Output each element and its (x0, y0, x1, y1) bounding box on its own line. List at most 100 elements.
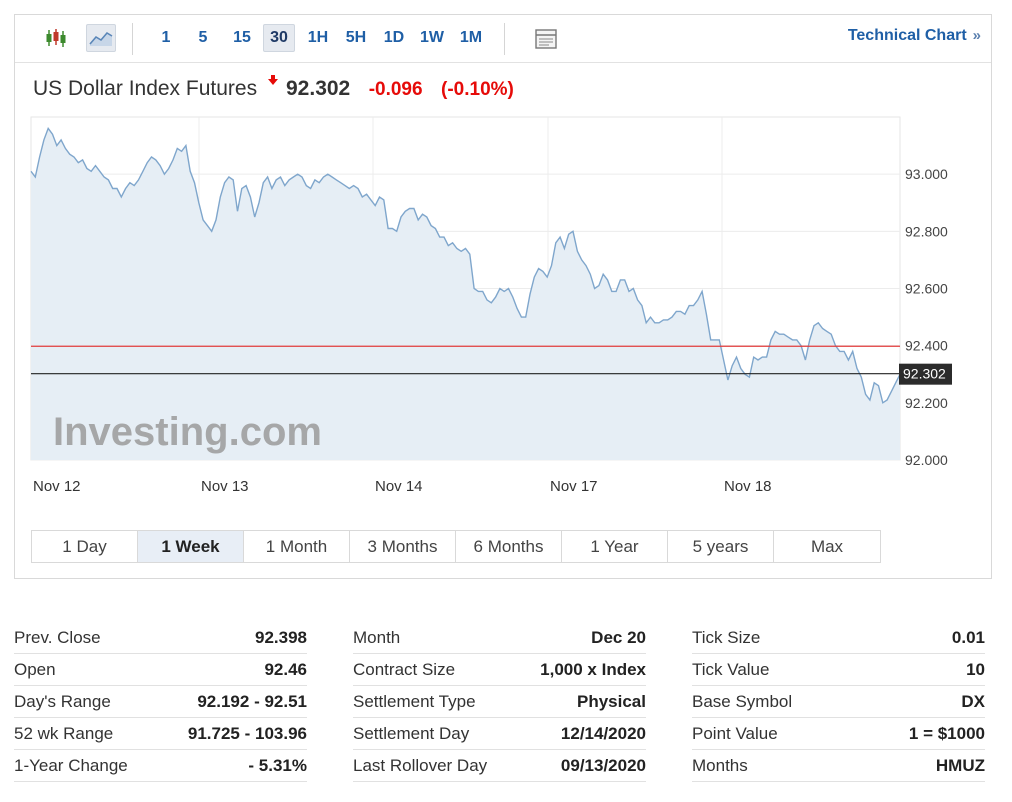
stat-value: Physical (577, 691, 646, 711)
timeframe-5h[interactable]: 5H (345, 29, 367, 46)
timeframe-1d[interactable]: 1D (383, 29, 405, 46)
chart-toolbar: 1 5 15 30 1H 5H 1D 1W 1M Technical Chart» (15, 15, 991, 63)
price-change-percent: (-0.10%) (441, 79, 514, 100)
last-price-tag-label: 92.302 (903, 366, 946, 382)
range-1-month[interactable]: 1 Month (244, 531, 350, 562)
candlestick-chart-button[interactable] (41, 24, 71, 52)
toolbar-divider (132, 23, 133, 55)
timeframe-1w[interactable]: 1W (420, 29, 444, 46)
range-selector: 1 Day 1 Week 1 Month 3 Months 6 Months 1 Year… (31, 530, 881, 563)
range-1-week[interactable]: 1 Week (138, 531, 244, 562)
stat-label: Open (14, 659, 56, 679)
y-tick-label: 92.800 (905, 223, 948, 239)
x-tick-label: Nov 17 (550, 478, 598, 495)
stats-row: Settlement Day 12/14/2020 (353, 718, 646, 750)
stat-value: 09/13/2020 (560, 755, 646, 775)
timeframe-15[interactable]: 15 (233, 29, 251, 46)
investing-watermark: Investing.com (53, 410, 322, 454)
price-change: -0.096 (368, 79, 423, 100)
stats-row: Tick Size 0.01 (692, 622, 985, 654)
y-tick-label: 92.600 (905, 281, 948, 297)
stat-value: 10 (966, 659, 985, 679)
instrument-name: US Dollar Index Futures (33, 77, 258, 100)
stats-row: Settlement Type Physical (353, 686, 646, 718)
y-tick-label: 92.000 (905, 452, 948, 468)
y-tick-label: 93.000 (905, 166, 948, 182)
stat-label: Contract Size (353, 659, 456, 679)
stat-label: Prev. Close (14, 627, 101, 647)
stat-label: Months (692, 755, 748, 775)
chart-widget: 1 5 15 30 1H 5H 1D 1W 1M Technical Chart» US Dol… (14, 14, 992, 579)
stat-label: 1-Year Change (14, 755, 128, 775)
stat-label: Point Value (692, 723, 778, 743)
stats-row: Month Dec 20 (353, 622, 646, 654)
price-chart[interactable]: 93.000 92.800 92.600 92.400 92.200 92.000 Inve… (29, 115, 969, 510)
stat-label: Tick Size (692, 627, 761, 647)
stats-column: Tick Size 0.01 Tick Value 10 Base Symbol DX Po… (692, 622, 985, 782)
y-tick-label: 92.200 (905, 395, 948, 411)
range-6-months[interactable]: 6 Months (456, 531, 562, 562)
range-max[interactable]: Max (810, 537, 844, 556)
stats-row: Prev. Close 92.398 (14, 622, 307, 654)
x-tick-label: Nov 13 (201, 478, 249, 495)
stat-value: 91.725 - 103.96 (187, 723, 307, 743)
range-1-year[interactable]: 1 Year (562, 531, 668, 562)
stat-value: DX (961, 691, 985, 711)
stats-row: Months HMUZ (692, 750, 985, 782)
stat-value: 92.46 (264, 659, 307, 679)
area-chart-button[interactable] (86, 24, 116, 52)
layout-button[interactable] (534, 27, 558, 51)
instrument-header: US Dollar Index Futures 92.302 -0.096 (-… (33, 75, 514, 107)
toolbar-divider (504, 23, 505, 55)
stat-label: Day's Range (14, 691, 111, 711)
stats-row: Last Rollover Day 09/13/2020 (353, 750, 646, 782)
technical-chart-label: Technical Chart (847, 27, 967, 44)
timeframe-1[interactable]: 1 (161, 29, 171, 46)
contract-stats: Prev. Close 92.398 Open 92.46 Day's Range 92.… (14, 622, 985, 782)
timeframe-1m[interactable]: 1M (459, 29, 483, 46)
stat-value: 1,000 x Index (540, 659, 646, 679)
timeframe-1h[interactable]: 1H (307, 29, 329, 46)
stat-value: - 5.31% (248, 755, 307, 775)
stats-row: Open 92.46 (14, 654, 307, 686)
stats-row: Day's Range 92.192 - 92.51 (14, 686, 307, 718)
stats-row: 1-Year Change - 5.31% (14, 750, 307, 782)
stat-label: Base Symbol (692, 691, 793, 711)
y-tick-label: 92.400 (905, 338, 948, 354)
stat-value: HMUZ (935, 755, 985, 775)
stat-label: Tick Value (692, 659, 770, 679)
stat-value: Dec 20 (591, 627, 646, 647)
stats-row: Tick Value 10 (692, 654, 985, 686)
stat-label: Settlement Day (353, 723, 470, 743)
price-area (31, 128, 900, 460)
layout-icon (535, 29, 557, 49)
stats-column: Prev. Close 92.398 Open 92.46 Day's Range 92.… (14, 622, 307, 782)
range-1-day[interactable]: 1 Day (32, 531, 138, 562)
stats-column: Month Dec 20 Contract Size 1,000 x Index Set… (353, 622, 646, 782)
stat-label: Settlement Type (353, 691, 476, 711)
stat-value: 0.01 (951, 627, 985, 647)
stats-row: Contract Size 1,000 x Index (353, 654, 646, 686)
price-down-arrow-icon (267, 72, 278, 85)
timeframe-30[interactable]: 30 (263, 24, 295, 52)
stat-label: 52 wk Range (14, 723, 114, 743)
technical-chart-link[interactable]: Technical Chart » (848, 27, 981, 45)
stat-value: 92.398 (255, 627, 307, 647)
x-tick-label: Nov 12 (33, 478, 81, 495)
x-tick-label: Nov 14 (375, 478, 423, 495)
stats-row: Point Value 1 = $1000 (692, 718, 985, 750)
candlestick-icon (46, 29, 66, 47)
double-chevron-right-icon: » (972, 27, 981, 44)
stat-value: 92.192 - 92.51 (197, 691, 307, 711)
x-tick-label: Nov 18 (724, 478, 772, 495)
range-5-years[interactable]: 5 years (668, 531, 774, 562)
range-3-months[interactable]: 3 Months (350, 531, 456, 562)
stat-value: 12/14/2020 (560, 723, 646, 743)
stat-value: 1 = $1000 (908, 723, 985, 743)
stats-row: 52 wk Range 91.725 - 103.96 (14, 718, 307, 750)
timeframe-5[interactable]: 5 (198, 29, 208, 46)
last-price: 92.302 (286, 77, 351, 100)
stat-label: Last Rollover Day (353, 755, 488, 775)
area-chart-icon (89, 31, 113, 46)
last-price-tag (899, 363, 952, 385)
